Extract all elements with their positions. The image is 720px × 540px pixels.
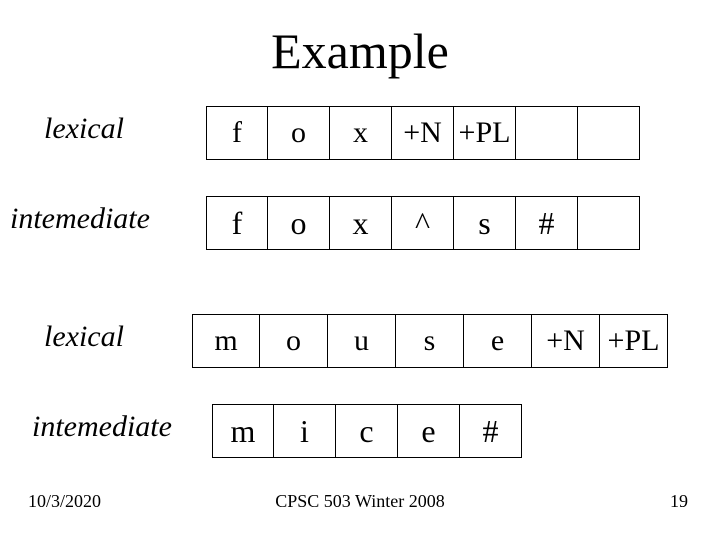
row4-cell: m	[212, 404, 274, 458]
row2-label: intemediate	[10, 202, 150, 236]
row3-cell: u	[328, 314, 396, 368]
row3-grid: m o u s e +N +PL	[192, 314, 668, 368]
row1-cell	[516, 106, 578, 160]
row2-cell: s	[454, 196, 516, 250]
row1-cell: +N	[392, 106, 454, 160]
footer-center: CPSC 503 Winter 2008	[0, 491, 720, 512]
row4-cell: i	[274, 404, 336, 458]
row3-cell: e	[464, 314, 532, 368]
row4-cell: #	[460, 404, 522, 458]
row1-cell: x	[330, 106, 392, 160]
row1-cell	[578, 106, 640, 160]
row2-cell: x	[330, 196, 392, 250]
row3-label: lexical	[44, 320, 124, 354]
row4-grid: m i c e #	[212, 404, 522, 458]
row1-cell: f	[206, 106, 268, 160]
row1-grid: f o x +N +PL	[206, 106, 640, 160]
row1-label: lexical	[44, 112, 124, 146]
row4-label: intemediate	[32, 410, 172, 444]
row1-cell: +PL	[454, 106, 516, 160]
row2-cell: ^	[392, 196, 454, 250]
row3-cell: s	[396, 314, 464, 368]
row3-cell: +N	[532, 314, 600, 368]
footer-page: 19	[670, 491, 688, 512]
row3-cell: o	[260, 314, 328, 368]
row2-cell: #	[516, 196, 578, 250]
row2-grid: f o x ^ s #	[206, 196, 640, 250]
row2-cell: f	[206, 196, 268, 250]
row2-cell	[578, 196, 640, 250]
row3-cell: m	[192, 314, 260, 368]
row1-cell: o	[268, 106, 330, 160]
row4-cell: c	[336, 404, 398, 458]
row2-cell: o	[268, 196, 330, 250]
row4-cell: e	[398, 404, 460, 458]
row3-cell: +PL	[600, 314, 668, 368]
slide-title: Example	[0, 22, 720, 80]
